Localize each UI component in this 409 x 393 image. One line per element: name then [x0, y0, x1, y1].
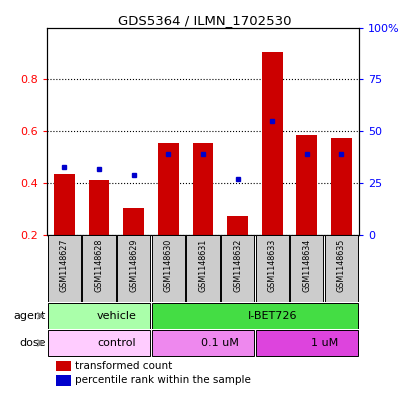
- Text: GSM1148631: GSM1148631: [198, 239, 207, 292]
- Text: GSM1148635: GSM1148635: [336, 239, 345, 292]
- Text: GSM1148633: GSM1148633: [267, 239, 276, 292]
- Bar: [56, 361, 70, 371]
- Bar: [82, 235, 115, 302]
- Text: dose: dose: [20, 338, 46, 348]
- Bar: [290, 235, 323, 302]
- Text: GSM1148627: GSM1148627: [60, 239, 69, 292]
- Bar: [157, 143, 178, 235]
- Text: GSM1148632: GSM1148632: [232, 239, 241, 292]
- Text: GSM1148629: GSM1148629: [129, 239, 138, 292]
- Bar: [296, 135, 317, 235]
- Text: vehicle: vehicle: [96, 311, 136, 321]
- Bar: [48, 235, 81, 302]
- Bar: [227, 216, 247, 235]
- Text: 1 uM: 1 uM: [310, 338, 337, 348]
- Bar: [330, 138, 351, 235]
- Bar: [151, 303, 357, 329]
- Bar: [117, 235, 150, 302]
- Bar: [56, 375, 70, 386]
- Bar: [220, 235, 254, 302]
- Text: transformed count: transformed count: [75, 361, 172, 371]
- Bar: [48, 303, 150, 329]
- Text: GSM1148628: GSM1148628: [94, 239, 103, 292]
- Text: 0.1 uM: 0.1 uM: [201, 338, 238, 348]
- Text: control: control: [97, 338, 135, 348]
- Bar: [324, 235, 357, 302]
- Text: GSM1148630: GSM1148630: [164, 239, 173, 292]
- Bar: [186, 235, 219, 302]
- Bar: [48, 330, 150, 356]
- Text: GDS5364 / ILMN_1702530: GDS5364 / ILMN_1702530: [118, 14, 291, 27]
- Bar: [192, 143, 213, 235]
- Bar: [151, 330, 254, 356]
- Bar: [151, 235, 184, 302]
- Bar: [261, 52, 282, 235]
- Bar: [255, 330, 357, 356]
- Bar: [54, 174, 75, 235]
- Bar: [88, 180, 109, 235]
- Text: agent: agent: [14, 311, 46, 321]
- Text: GSM1148634: GSM1148634: [301, 239, 310, 292]
- Text: I-BET726: I-BET726: [247, 311, 296, 321]
- Text: percentile rank within the sample: percentile rank within the sample: [75, 375, 250, 386]
- Bar: [123, 208, 144, 235]
- Bar: [255, 235, 288, 302]
